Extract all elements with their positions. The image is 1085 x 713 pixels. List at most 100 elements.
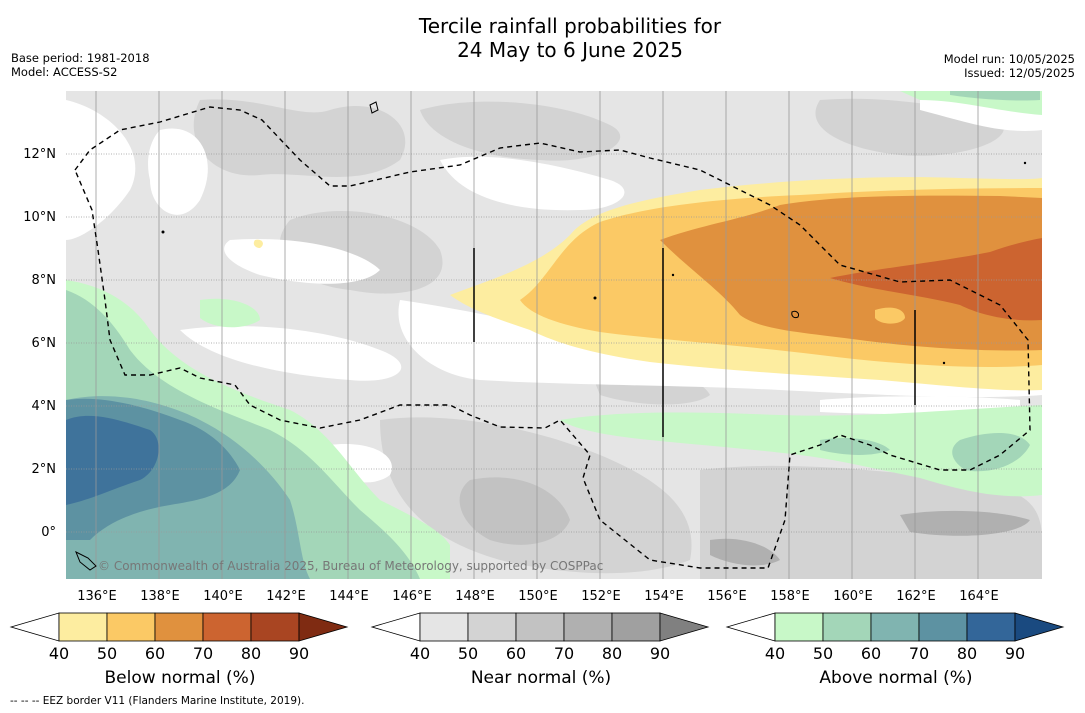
meta-right: Model run: 10/05/2025 Issued: 12/05/2025 <box>944 52 1075 80</box>
low-probability-patch <box>66 100 136 240</box>
model-name: Model: ACCESS-S2 <box>11 65 118 79</box>
lon-label: 162°E <box>896 589 936 604</box>
colorbar-segment <box>822 612 872 642</box>
lat-label: 8°N <box>32 273 57 288</box>
colorbar-tick-label: 80 <box>602 644 622 663</box>
meta-left: Base period: 1981-2018 Model: ACCESS-S2 <box>11 51 150 79</box>
colorbar-near-normal: 40 50 60 70 80 90 <box>370 612 710 663</box>
lon-label: 154°E <box>644 589 684 604</box>
colorbar-tick-label: 40 <box>765 644 785 663</box>
lon-label: 160°E <box>833 589 873 604</box>
colorbar-segment <box>250 612 300 642</box>
colorbar-segment <box>611 612 661 642</box>
colorbar-extend-low <box>9 612 60 642</box>
above-normal-50 <box>200 298 260 328</box>
colorbar-extend-high <box>298 612 349 642</box>
colorbar-tick-label: 70 <box>909 644 929 663</box>
near-normal-patch <box>459 477 570 545</box>
colorbar-tick-label: 60 <box>145 644 165 663</box>
above-normal-60 <box>952 433 1030 472</box>
island <box>161 230 165 234</box>
colorbar-extend-high <box>1014 612 1065 642</box>
lon-label: 156°E <box>707 589 747 604</box>
lon-label: 142°E <box>266 589 306 604</box>
colorbar-tick-label: 60 <box>506 644 526 663</box>
low-probability-patch <box>148 128 208 215</box>
near-normal-patch <box>710 538 780 566</box>
low-probability-patch <box>180 326 402 381</box>
colorbar-segment <box>467 612 517 642</box>
lat-label: 4°N <box>32 399 57 414</box>
title-line-2: 24 May to 6 June 2025 <box>457 38 683 62</box>
island-lines <box>473 248 916 437</box>
lat-label: 0° <box>41 525 56 540</box>
lat-label: 6°N <box>32 336 57 351</box>
colorbar-segment <box>918 612 968 642</box>
lon-label: 144°E <box>329 589 369 604</box>
lat-labels: 12°N 10°N 8°N 6°N 4°N 2°N 0° <box>23 147 56 540</box>
colorbar-label-below: Below normal (%) <box>104 668 256 688</box>
colorbar-tick-label: 80 <box>957 644 977 663</box>
colorbar-label-near: Near normal (%) <box>470 668 612 688</box>
colorbar-segment <box>419 612 469 642</box>
island <box>791 310 799 319</box>
low-probability-patch <box>440 156 625 211</box>
colorbar-extend-low <box>725 612 776 642</box>
above-normal-60 <box>950 91 1040 101</box>
colorbar-tick-label: 40 <box>410 644 430 663</box>
lon-label: 146°E <box>392 589 432 604</box>
island <box>942 361 946 365</box>
colorbar-extend-high <box>659 612 710 642</box>
colorbar-segment <box>774 612 824 642</box>
colorbar-segment <box>202 612 252 642</box>
colorbar-tick-label: 90 <box>289 644 309 663</box>
near-normal-patch <box>420 101 621 161</box>
lat-label: 10°N <box>23 210 56 225</box>
eez-footnote: -- -- -- EEZ border V11 (Flanders Marine… <box>10 695 305 707</box>
colorbar-segment <box>154 612 204 642</box>
island <box>369 101 379 114</box>
lon-label: 138°E <box>140 589 180 604</box>
colorbar-tick-label: 70 <box>554 644 574 663</box>
model-run: Model run: 10/05/2025 <box>943 52 1075 66</box>
colorbar-tick-label: 90 <box>1005 644 1025 663</box>
colorbar-tick-label: 60 <box>861 644 881 663</box>
base-period: Base period: 1981-2018 <box>11 51 150 65</box>
lon-labels: 136°E 138°E 140°E 142°E 144°E 146°E 148°… <box>77 589 999 604</box>
title-line-1: Tercile rainfall probabilities for <box>418 14 722 38</box>
colorbar-tick-label: 70 <box>193 644 213 663</box>
colorbar-segment <box>58 612 108 642</box>
near-normal-patch <box>193 99 406 177</box>
island <box>75 550 97 571</box>
colorbar-segment <box>563 612 613 642</box>
colorbar-tick-label: 50 <box>458 644 478 663</box>
lon-label: 140°E <box>203 589 243 604</box>
colorbar-segment <box>515 612 565 642</box>
colorbar-segment <box>966 612 1016 642</box>
map-plot-area: © Commonwealth of Australia 2025, Bureau… <box>66 91 1042 579</box>
near-normal-patch <box>700 465 1042 579</box>
below-normal-50 <box>253 239 263 248</box>
lon-label: 152°E <box>581 589 621 604</box>
below-normal-70 <box>660 195 1042 351</box>
colorbar-extend-low <box>370 612 421 642</box>
above-normal-60 <box>820 438 890 455</box>
lon-label: 164°E <box>959 589 999 604</box>
colorbar-segment <box>106 612 156 642</box>
colorbar-tick-label: 80 <box>241 644 261 663</box>
island <box>1023 161 1027 165</box>
grid-lines <box>66 91 1042 579</box>
island <box>593 296 597 300</box>
lon-label: 150°E <box>518 589 558 604</box>
lat-label: 2°N <box>32 462 57 477</box>
colorbar-tick-label: 90 <box>650 644 670 663</box>
lon-label: 148°E <box>455 589 495 604</box>
issued-date: Issued: 12/05/2025 <box>964 66 1075 80</box>
above-normal-90 <box>66 415 159 505</box>
colorbar-tick-label: 50 <box>813 644 833 663</box>
low-probability-patch <box>224 239 380 284</box>
lat-label: 12°N <box>23 147 56 162</box>
colorbar-tick-label: 50 <box>97 644 117 663</box>
colorbar-tick-label: 40 <box>49 644 69 663</box>
